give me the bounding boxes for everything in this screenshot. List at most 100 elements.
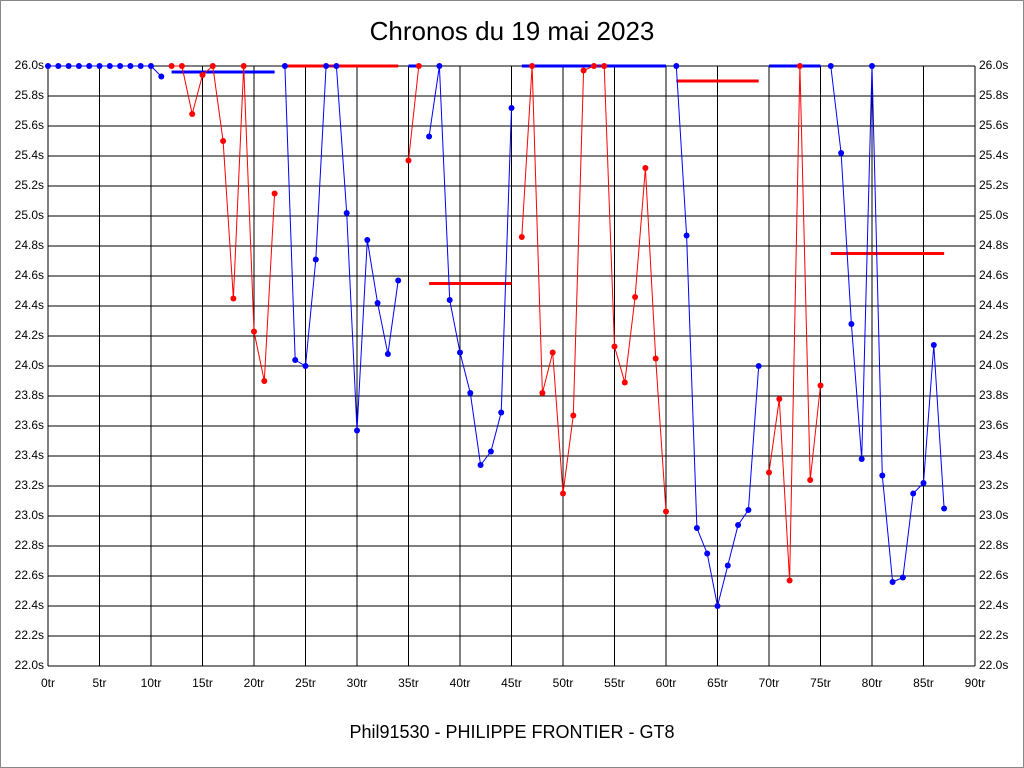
lap-point bbox=[312, 256, 319, 263]
y-tick-label: 23.2s bbox=[15, 478, 44, 492]
y-tick-label: 24.8s bbox=[15, 238, 44, 252]
x-tick-label: 70tr bbox=[759, 676, 780, 690]
y-tick-label: 25.0s bbox=[15, 208, 44, 222]
x-tick-label: 10tr bbox=[141, 676, 162, 690]
lap-point bbox=[168, 63, 175, 69]
lap-point bbox=[879, 472, 886, 479]
y-tick-label: 23.6s bbox=[15, 418, 44, 432]
x-tick-label: 65tr bbox=[707, 676, 728, 690]
lap-point bbox=[869, 63, 875, 69]
lap-point bbox=[776, 396, 783, 402]
y-tick-label: 25.8s bbox=[15, 88, 44, 102]
lap-point bbox=[838, 150, 845, 156]
lap-point bbox=[209, 63, 216, 69]
lap-point bbox=[663, 508, 669, 515]
y2-tick-label: 25.4s bbox=[979, 148, 1008, 162]
y2-tick-label: 23.4s bbox=[979, 448, 1008, 462]
y2-tick-label: 24.2s bbox=[979, 328, 1008, 342]
y2-tick-label: 23.2s bbox=[979, 478, 1008, 492]
lap-point bbox=[354, 427, 360, 434]
lap-point bbox=[549, 349, 556, 356]
lap-point bbox=[590, 63, 597, 69]
y-tick-label: 24.6s bbox=[15, 268, 44, 282]
x-tick-label: 50tr bbox=[553, 676, 574, 690]
y-tick-label: 23.4s bbox=[15, 448, 44, 462]
lap-point bbox=[137, 63, 144, 69]
lap-point bbox=[796, 63, 803, 69]
lap-point bbox=[65, 63, 72, 69]
y-tick-label: 22.4s bbox=[15, 598, 44, 612]
x-tick-label: 75tr bbox=[810, 676, 831, 690]
lap-point bbox=[86, 63, 93, 69]
x-tick-label: 60tr bbox=[656, 676, 677, 690]
lap-point bbox=[343, 210, 350, 216]
lap-point bbox=[755, 363, 762, 369]
lap-point bbox=[117, 63, 124, 69]
chart-title: Chronos du 19 mai 2023 bbox=[370, 16, 655, 46]
lap-point bbox=[714, 603, 721, 609]
y-tick-label: 22.8s bbox=[15, 538, 44, 552]
lap-point bbox=[601, 63, 608, 69]
lap-line bbox=[408, 65, 420, 161]
x-tick-label: 35tr bbox=[398, 676, 419, 690]
lap-point bbox=[75, 63, 82, 69]
y2-tick-label: 23.8s bbox=[979, 388, 1008, 402]
y2-tick-label: 26.0s bbox=[979, 58, 1008, 72]
lap-point bbox=[539, 390, 546, 396]
lap-point bbox=[941, 505, 948, 512]
lap-point bbox=[827, 63, 834, 69]
lap-point bbox=[426, 133, 433, 140]
lap-point bbox=[271, 190, 278, 197]
y-tick-label: 22.0s bbox=[15, 658, 44, 672]
lap-point bbox=[45, 63, 51, 69]
x-tick-label: 20tr bbox=[244, 676, 265, 690]
lap-point bbox=[560, 490, 566, 497]
lap-point bbox=[673, 63, 680, 69]
y-tick-label: 23.0s bbox=[15, 508, 44, 522]
lap-point bbox=[148, 63, 154, 69]
x-tick-label: 80tr bbox=[862, 676, 883, 690]
y2-tick-label: 24.0s bbox=[979, 358, 1008, 372]
lap-point bbox=[889, 579, 896, 585]
y2-tick-label: 23.6s bbox=[979, 418, 1008, 432]
y2-tick-label: 22.0s bbox=[979, 658, 1008, 672]
lap-point bbox=[848, 321, 855, 327]
lap-point bbox=[415, 63, 422, 69]
lap-point bbox=[652, 355, 659, 362]
lap-point bbox=[302, 363, 309, 369]
y-tick-label: 25.2s bbox=[15, 178, 44, 192]
lap-point bbox=[807, 477, 814, 483]
y2-tick-label: 22.2s bbox=[979, 628, 1008, 642]
x-tick-label: 5tr bbox=[92, 676, 106, 690]
x-tick-label: 90tr bbox=[965, 676, 986, 690]
lap-point bbox=[693, 525, 700, 531]
y-tick-label: 25.6s bbox=[15, 118, 44, 132]
lap-point bbox=[127, 63, 134, 69]
y-tick-label: 24.4s bbox=[15, 298, 44, 312]
lap-line bbox=[830, 65, 945, 583]
x-tick-label: 45tr bbox=[501, 676, 522, 690]
lap-point bbox=[189, 111, 196, 117]
lap-point bbox=[580, 67, 587, 74]
lap-point bbox=[930, 342, 937, 348]
x-tick-label: 15tr bbox=[192, 676, 213, 690]
y2-tick-label: 24.4s bbox=[979, 298, 1008, 312]
x-tick-label: 0tr bbox=[41, 676, 55, 690]
lap-point bbox=[292, 357, 299, 363]
lap-point bbox=[384, 351, 391, 357]
lap-point bbox=[611, 343, 618, 350]
lap-point bbox=[508, 105, 515, 111]
lap-point bbox=[333, 63, 340, 69]
y2-tick-label: 25.8s bbox=[979, 88, 1008, 102]
y2-tick-label: 24.8s bbox=[979, 238, 1008, 252]
y-tick-label: 25.4s bbox=[15, 148, 44, 162]
lap-point bbox=[724, 562, 731, 569]
lap-point bbox=[621, 379, 628, 386]
lap-point bbox=[457, 349, 463, 356]
lap-point bbox=[261, 378, 268, 384]
y-tick-label: 22.6s bbox=[15, 568, 44, 582]
lap-point bbox=[683, 232, 690, 239]
y2-tick-label: 25.0s bbox=[979, 208, 1008, 222]
lap-point bbox=[323, 63, 330, 69]
